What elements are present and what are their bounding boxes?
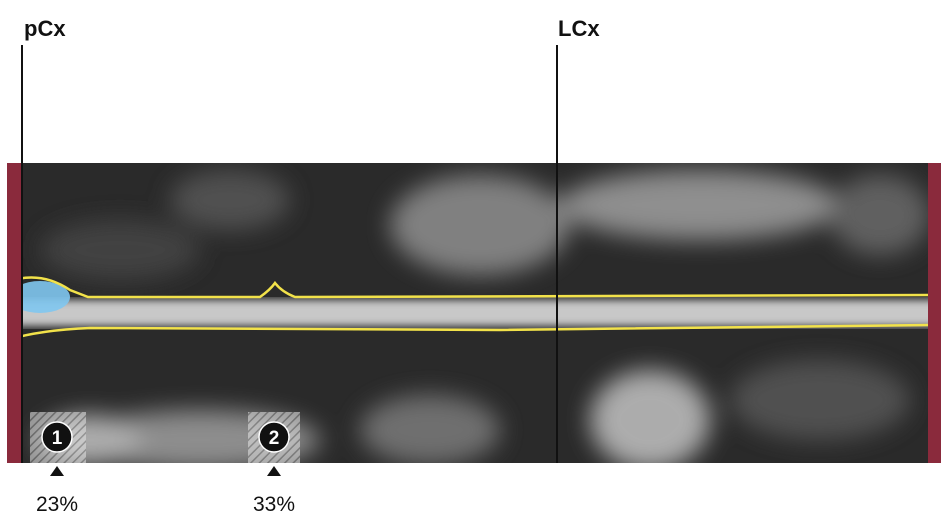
stenosis-label: 23% — [36, 493, 78, 516]
stenosis-label: 33% — [253, 493, 295, 516]
lesion-marker[interactable]: 1 23% — [36, 421, 78, 516]
lesion-marker[interactable]: 2 33% — [253, 421, 295, 516]
lesion-number: 1 — [52, 428, 63, 449]
segment-label: LCx — [558, 16, 600, 41]
vessel-image — [7, 163, 941, 463]
segment-label: pCx — [24, 16, 66, 41]
lesion-number: 2 — [269, 428, 280, 449]
